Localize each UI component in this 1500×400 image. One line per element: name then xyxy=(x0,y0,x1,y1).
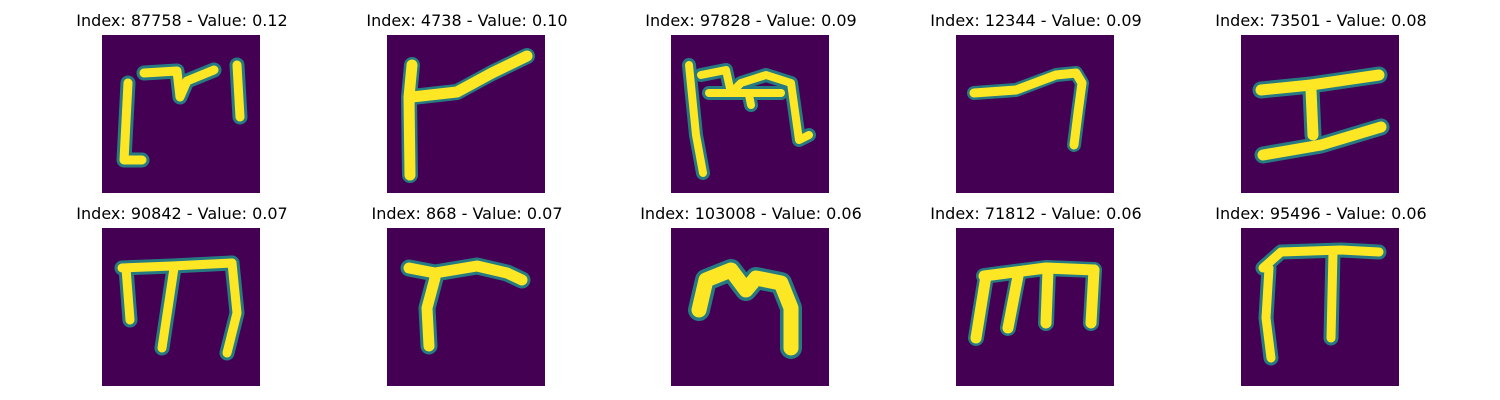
glyph-71812-icon xyxy=(956,228,1114,386)
panel-9: Index: 71812 - Value: 0.06 xyxy=(956,205,1156,391)
panel-2: Index: 4738 - Value: 0.10 xyxy=(387,12,587,198)
glyph-image xyxy=(387,228,545,386)
panel-title: Index: 87758 - Value: 0.12 xyxy=(62,12,302,30)
glyph-87758-icon xyxy=(102,35,260,193)
glyph-image xyxy=(1241,35,1399,193)
glyph-73501-icon xyxy=(1241,35,1399,193)
glyph-868-icon xyxy=(387,228,545,386)
panel-title: Index: 103008 - Value: 0.06 xyxy=(631,205,871,223)
panel-5: Index: 73501 - Value: 0.08 xyxy=(1241,12,1441,198)
glyph-image xyxy=(102,228,260,386)
panel-3: Index: 97828 - Value: 0.09 xyxy=(671,12,871,198)
panel-title: Index: 73501 - Value: 0.08 xyxy=(1201,12,1441,30)
panel-title: Index: 12344 - Value: 0.09 xyxy=(916,12,1156,30)
glyph-image xyxy=(1241,228,1399,386)
panel-title: Index: 868 - Value: 0.07 xyxy=(347,205,587,223)
glyph-97828-icon xyxy=(671,35,829,193)
panel-title: Index: 71812 - Value: 0.06 xyxy=(916,205,1156,223)
glyph-4738-icon xyxy=(387,35,545,193)
panel-title: Index: 90842 - Value: 0.07 xyxy=(62,205,302,223)
glyph-image xyxy=(671,228,829,386)
panel-1: Index: 87758 - Value: 0.12 xyxy=(102,12,302,198)
panel-7: Index: 868 - Value: 0.07 xyxy=(387,205,587,391)
panel-title: Index: 97828 - Value: 0.09 xyxy=(631,12,871,30)
panel-10: Index: 95496 - Value: 0.06 xyxy=(1241,205,1441,391)
panel-8: Index: 103008 - Value: 0.06 xyxy=(671,205,871,391)
panel-6: Index: 90842 - Value: 0.07 xyxy=(102,205,302,391)
glyph-12344-icon xyxy=(956,35,1114,193)
glyph-103008-icon xyxy=(671,228,829,386)
glyph-image xyxy=(102,35,260,193)
glyph-image xyxy=(956,228,1114,386)
panel-title: Index: 4738 - Value: 0.10 xyxy=(347,12,587,30)
glyph-95496-icon xyxy=(1241,228,1399,386)
panel-4: Index: 12344 - Value: 0.09 xyxy=(956,12,1156,198)
glyph-image xyxy=(387,35,545,193)
glyph-image xyxy=(671,35,829,193)
glyph-90842-icon xyxy=(102,228,260,386)
glyph-image xyxy=(956,35,1114,193)
panel-title: Index: 95496 - Value: 0.06 xyxy=(1201,205,1441,223)
